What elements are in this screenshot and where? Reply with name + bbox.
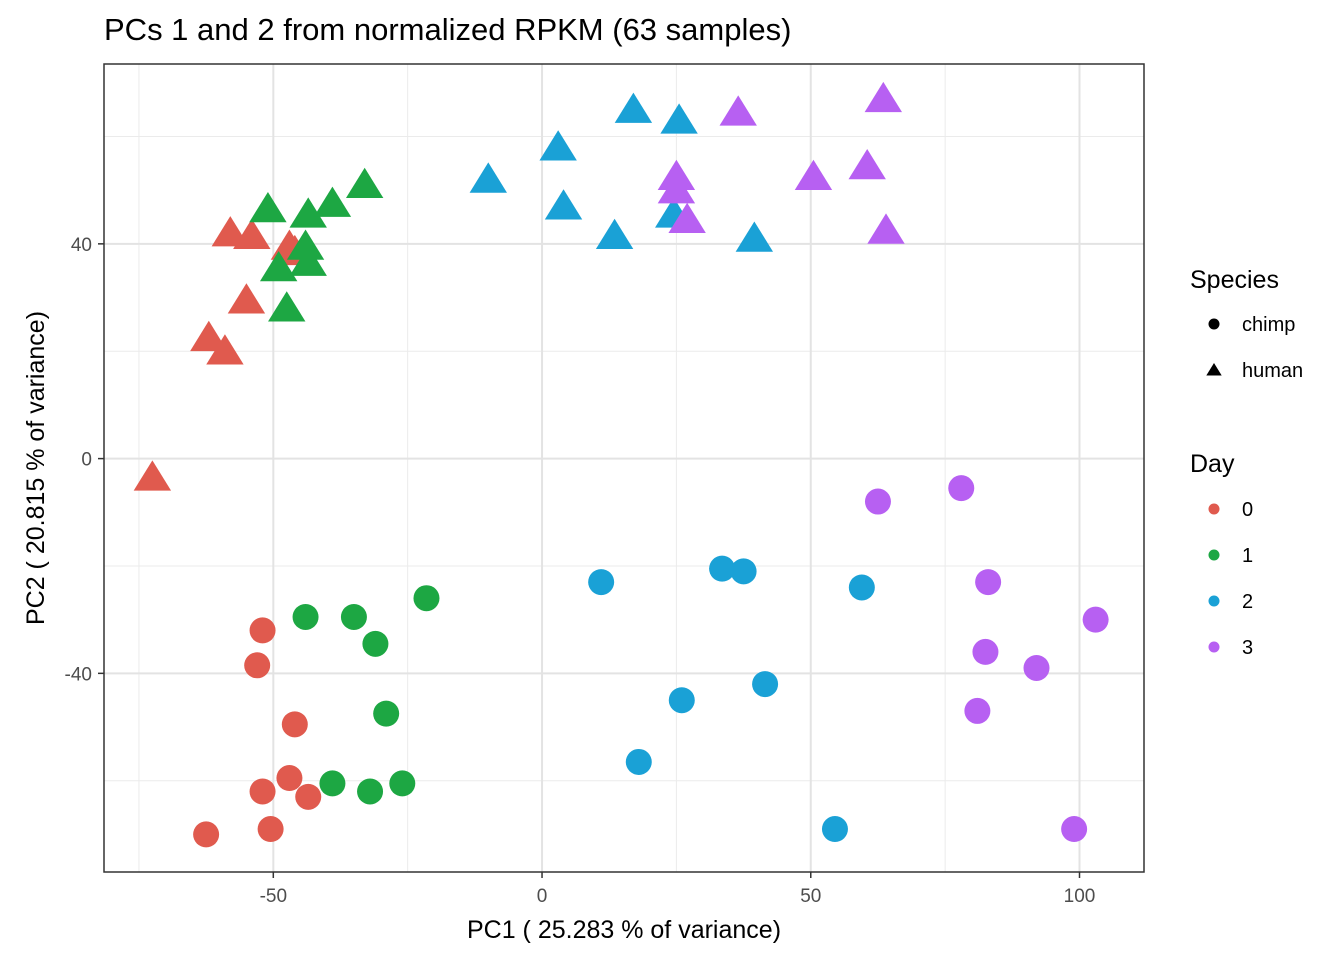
human-day2-point: [544, 189, 583, 220]
chimp-day1-point: [413, 585, 440, 612]
x-tick-label: -50: [260, 886, 287, 907]
human-day0-point: [227, 283, 266, 314]
chimp-day3-point: [1061, 816, 1088, 843]
chimp-day2-point: [752, 671, 779, 698]
human-day3-point: [668, 202, 706, 233]
chimp-day2-point: [625, 748, 652, 775]
legend-day-key: [1208, 641, 1220, 653]
human-day1-point: [313, 186, 352, 217]
human-day1-point: [286, 229, 325, 260]
human-day1-point: [259, 251, 298, 282]
data-points: [133, 81, 1109, 848]
chimp-day3-point: [964, 697, 991, 724]
chimp-day3-point: [972, 638, 999, 665]
legend-day-title: Day: [1190, 450, 1235, 478]
human-day1-point: [345, 167, 384, 199]
human-day0-point: [233, 218, 271, 250]
human-day3-point: [794, 159, 833, 191]
human-day0-point: [206, 334, 244, 365]
chimp-day3-point: [1082, 606, 1109, 633]
panel-border: [103, 63, 1145, 873]
chimp-day1-point: [389, 770, 416, 797]
human-day0-point: [190, 320, 228, 352]
human-day3-point: [867, 213, 905, 244]
legend-day-label: 1: [1242, 545, 1253, 567]
chimp-day1-point: [362, 630, 389, 657]
chimp-day3-point: [864, 488, 891, 515]
legend-species-title: Species: [1190, 266, 1279, 294]
human-day2-point: [614, 92, 653, 123]
chimp-day3-point: [975, 569, 1002, 596]
chimp-day0-point: [295, 783, 322, 810]
major-gridlines: [104, 64, 1144, 872]
chimp-day2-point: [709, 555, 736, 582]
chimp-day0-point: [249, 778, 276, 805]
y-tick-label: 0: [81, 450, 92, 471]
human-day2-point: [469, 162, 507, 193]
legend-day-key: [1208, 503, 1220, 515]
legend-day: Day 0 1 2 3: [1190, 450, 1253, 659]
y-tick-label: 40: [71, 235, 92, 256]
legend-day-label: 3: [1242, 637, 1253, 659]
plot-panel: [103, 63, 1145, 873]
chimp-day0-point: [193, 821, 220, 848]
x-axis: -50 0 50 100: [260, 872, 1096, 907]
legend-day-key: [1208, 595, 1220, 607]
chimp-day2-point: [848, 574, 875, 601]
human-day0-point: [133, 460, 172, 491]
chimp-day2-point: [588, 569, 615, 596]
x-tick-label: 0: [537, 886, 548, 907]
human-day3-point: [864, 81, 903, 113]
chimp-day1-point: [292, 603, 319, 630]
chimp-day2-point: [668, 687, 695, 714]
legend-species: Species chimp human: [1190, 266, 1303, 382]
human-day2-point: [735, 221, 774, 252]
x-tick-label: 50: [800, 886, 821, 907]
chimp-day3-point: [948, 475, 975, 502]
chart-title: PCs 1 and 2 from normalized RPKM (63 sam…: [104, 12, 791, 47]
human-day3-point: [657, 173, 696, 204]
chimp-day2-point: [730, 558, 757, 585]
x-axis-title: PC1 ( 25.283 % of variance): [467, 916, 781, 944]
chimp-day3-point: [1023, 654, 1050, 681]
chimp-day0-point: [276, 765, 303, 792]
legend-species-label: chimp: [1242, 314, 1295, 336]
chimp-day2-point: [821, 816, 848, 843]
human-day1-point: [268, 291, 306, 322]
human-day2-point: [539, 130, 577, 161]
legend-day-label: 0: [1242, 499, 1253, 521]
legend-day-label: 2: [1242, 591, 1253, 613]
human-day1-point: [249, 191, 287, 223]
human-day3-point: [848, 149, 886, 180]
chimp-day0-point: [244, 652, 271, 679]
chimp-day1-point: [340, 603, 367, 630]
human-day2-point: [595, 218, 634, 250]
chimp-day1-point: [373, 700, 400, 727]
legend-day-key: [1208, 549, 1220, 561]
legend-human-key: [1206, 363, 1222, 376]
human-day3-point: [719, 95, 757, 126]
legend-chimp-key: [1208, 318, 1220, 330]
human-day1-point: [289, 245, 327, 276]
legend-species-label: human: [1242, 360, 1303, 382]
chimp-day0-point: [281, 711, 308, 738]
chimp-day0-point: [257, 816, 284, 843]
chimp-day0-point: [249, 617, 276, 644]
chimp-day1-point: [319, 770, 346, 797]
y-axis: -40 0 40: [65, 235, 104, 685]
panel-background: [104, 64, 1144, 872]
x-tick-label: 100: [1064, 886, 1096, 907]
y-axis-title: PC2 ( 20.815 % of variance): [22, 311, 50, 625]
human-day1-point: [289, 197, 327, 228]
chimp-day1-point: [357, 778, 384, 805]
human-day2-point: [660, 103, 698, 134]
y-tick-label: -40: [65, 664, 92, 685]
